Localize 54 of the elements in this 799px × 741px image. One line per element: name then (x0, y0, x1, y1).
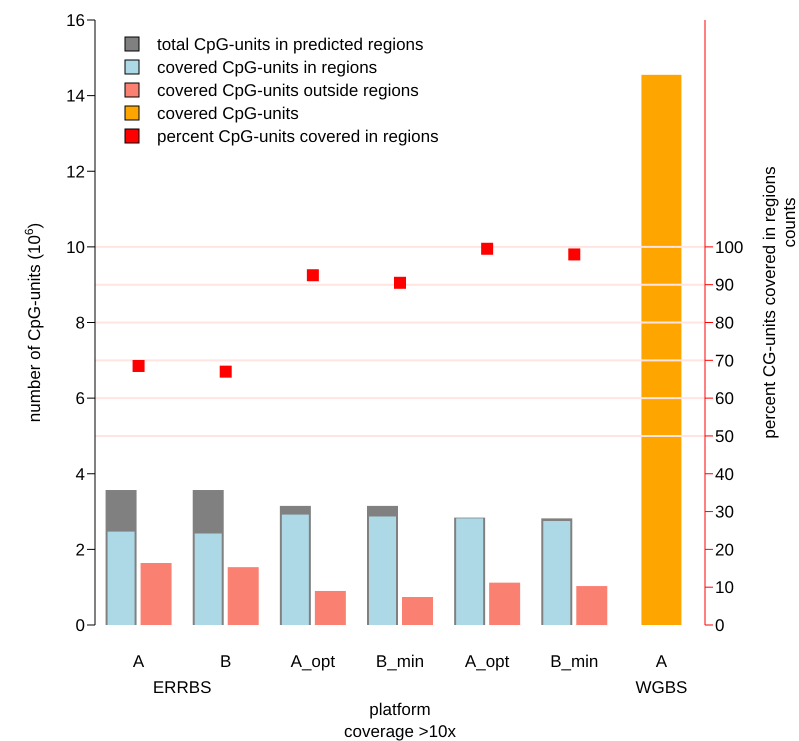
y-tick-label: 6 (76, 389, 85, 408)
y-tick-label: 0 (76, 616, 85, 636)
x-tick-label: B_min (376, 652, 424, 672)
bar (282, 514, 309, 625)
x-tick-label: B_min (550, 652, 598, 672)
point (220, 366, 232, 378)
bar (194, 533, 222, 625)
y-tick-label: 2 (76, 540, 85, 560)
x-tick-label: B (220, 652, 232, 672)
bar (402, 597, 433, 625)
y2-tick-label: 60 (715, 389, 734, 408)
y-tick-label: 10 (66, 238, 85, 257)
y2-tick-label: 80 (715, 314, 734, 333)
y-tick-label: 4 (76, 464, 85, 484)
legend-label: covered CpG-units (157, 104, 299, 123)
y2-tick-label: 70 (715, 351, 734, 370)
y-tick-label: 16 (66, 11, 85, 30)
point (132, 360, 145, 372)
y2-tick-label: 50 (715, 426, 734, 446)
bar (228, 567, 259, 625)
x-tick-label: A_opt (464, 652, 510, 672)
legend-label: covered CpG-units in regions (157, 58, 378, 77)
y2-tick-label: 90 (715, 276, 734, 295)
text: coverage >10x (344, 722, 456, 741)
x-tick-label: A (132, 652, 145, 672)
y2-axis-title: percent CG-units covered in regions counts (760, 166, 799, 439)
bar (108, 532, 135, 625)
text: ERRBS (152, 678, 212, 697)
point (568, 248, 580, 260)
y2-tick-label: 100 (715, 238, 744, 257)
legend-label: covered CpG-units outside regions (157, 81, 419, 100)
y2-tick-label: 20 (715, 540, 734, 560)
x-tick-label: A (656, 652, 668, 672)
y2-tick-label: 40 (715, 464, 734, 484)
point (481, 242, 494, 255)
bar (641, 74, 682, 625)
text: WGBS (635, 678, 688, 697)
bar (576, 586, 608, 625)
y-tick-label: 12 (66, 162, 85, 182)
legend-label: total CpG-units in predicted regions (157, 35, 424, 54)
y-tick-label: 14 (66, 86, 85, 106)
point (306, 269, 319, 282)
bar (140, 562, 172, 625)
x-axis-title: platform (369, 700, 431, 719)
bar (489, 582, 520, 625)
y2-tick-label: 30 (715, 502, 734, 522)
legend-label: percent CpG-units covered in regions (157, 127, 439, 146)
x-tick-label: A_opt (290, 652, 336, 672)
y2-tick-label: 0 (715, 616, 724, 636)
bar (369, 516, 396, 625)
y-tick-label: 8 (76, 314, 85, 333)
point (394, 276, 406, 289)
y2-tick-label: 10 (715, 578, 734, 598)
bar (314, 590, 346, 625)
